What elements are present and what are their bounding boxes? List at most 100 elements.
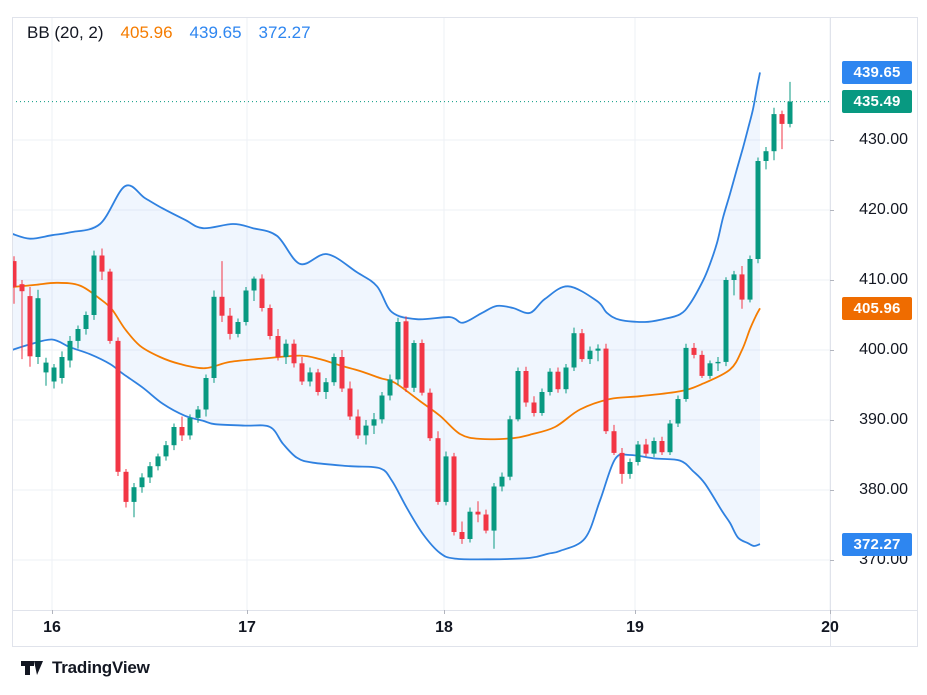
plot-area[interactable] — [12, 17, 831, 610]
candle-body — [107, 271, 113, 341]
candle-body — [571, 333, 577, 368]
candle-body — [315, 372, 321, 392]
candle-body — [387, 379, 393, 396]
time-axis-label: 20 — [821, 619, 839, 636]
candle-body — [139, 477, 145, 488]
time-axis-label: 16 — [43, 619, 61, 636]
candle-body — [771, 114, 777, 152]
candle-body — [467, 511, 473, 539]
candle-body — [123, 471, 129, 502]
bb-upper-legend-value: 439.65 — [189, 23, 242, 42]
candle-body — [35, 298, 41, 357]
candle-body — [443, 456, 449, 502]
tradingview-logo-icon — [21, 661, 43, 675]
candle-body — [619, 452, 625, 474]
candle-body — [235, 322, 241, 334]
candle-body — [51, 367, 57, 382]
candle-body — [611, 431, 617, 453]
bollinger-fill — [12, 72, 760, 560]
candle-body — [427, 392, 433, 439]
candle-body — [331, 357, 337, 383]
candle-body — [275, 336, 281, 357]
candle-body — [723, 280, 729, 362]
last-price-badge: 435.49 — [842, 90, 912, 114]
candle-body — [539, 392, 545, 413]
candle-body — [403, 321, 409, 388]
candle-body — [379, 395, 385, 420]
candle-body — [75, 329, 81, 341]
candle-body — [451, 456, 457, 532]
tradingview-logo[interactable]: TradingView — [20, 658, 150, 678]
candle-body — [691, 347, 697, 355]
candle-body — [563, 367, 569, 390]
candle-body — [483, 514, 489, 531]
candle-body — [579, 333, 585, 360]
candle-body — [595, 348, 601, 351]
bb-lower-badge: 372.27 — [842, 532, 912, 556]
candles-group — [12, 81, 793, 549]
bb-upper-badge: 439.65 — [842, 60, 912, 84]
candle-body — [19, 284, 25, 292]
candle-body — [635, 444, 641, 462]
candle-body — [683, 347, 689, 399]
candle-body — [707, 363, 713, 376]
candle-body — [555, 371, 561, 390]
candle-body — [507, 419, 513, 477]
candle-body — [667, 423, 673, 453]
candle-body — [643, 444, 649, 454]
candle-body — [659, 441, 665, 453]
candle-body — [91, 255, 97, 315]
bollinger-lower-line — [12, 338, 761, 561]
candle-body — [243, 290, 249, 322]
candle-body — [195, 409, 201, 418]
candle-body — [651, 441, 657, 454]
time-axis-label: 18 — [435, 619, 453, 636]
candle-body — [59, 357, 65, 378]
candle-body — [227, 315, 233, 334]
candle-body — [67, 340, 73, 361]
candle-body — [163, 445, 169, 457]
price-axis-label: 420.00 — [859, 201, 908, 218]
candle-body — [475, 511, 481, 515]
candle-body — [731, 274, 737, 280]
bb-lower-legend-value: 372.27 — [258, 23, 311, 42]
price-axis-label: 390.00 — [859, 411, 908, 428]
candle-body — [251, 278, 257, 291]
candle-body — [355, 416, 361, 436]
candle-body — [267, 308, 273, 336]
indicator-title: BB (20, 2) — [27, 23, 104, 42]
candle-body — [763, 151, 769, 161]
candle-body — [371, 419, 377, 426]
candle-body — [115, 340, 121, 472]
candle-body — [211, 296, 217, 378]
candle-body — [627, 462, 633, 474]
bollinger-basis-line — [12, 281, 761, 441]
candle-body — [547, 371, 553, 392]
candle-body — [219, 296, 225, 316]
candle-body — [43, 362, 49, 373]
candle-body — [187, 417, 193, 436]
candle-body — [27, 296, 33, 357]
price-axis-label: 410.00 — [859, 271, 908, 288]
candle-body — [787, 101, 793, 124]
candle-body — [347, 388, 353, 417]
candle-body — [299, 363, 305, 382]
indicator-legend[interactable]: BB (20, 2) 405.96 439.65 372.27 — [27, 23, 311, 43]
candle-body — [603, 348, 609, 432]
price-axis-label: 430.00 — [859, 131, 908, 148]
candle-body — [12, 261, 17, 287]
candle-body — [587, 350, 593, 360]
candle-body — [307, 372, 313, 382]
candle-body — [323, 382, 329, 392]
candle-body — [203, 378, 209, 410]
candle-body — [179, 427, 185, 436]
candle-body — [779, 114, 785, 124]
widget-border — [12, 17, 918, 647]
candle-body — [531, 402, 537, 413]
candle-body — [515, 371, 521, 420]
candle-body — [131, 487, 137, 502]
candle-body — [259, 278, 265, 308]
price-axis-label: 380.00 — [859, 481, 908, 498]
